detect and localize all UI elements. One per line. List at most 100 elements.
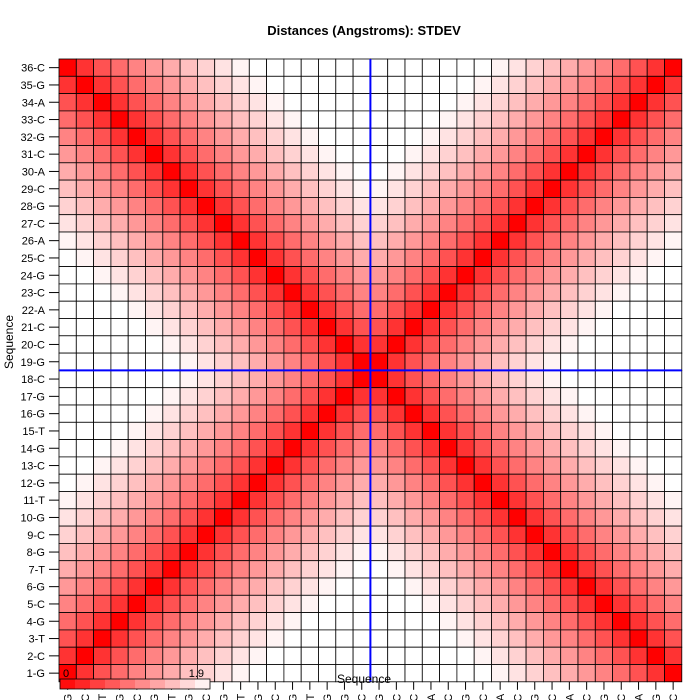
y-tick-labels: 36-C 35-G 34-A 33-C 32-G 31-C 30-A 29-C 28-G 27-C… (21, 63, 59, 680)
heatmap-cell (543, 594, 562, 613)
x-tick-label: 6-G (149, 694, 161, 700)
heatmap-cell (162, 404, 181, 423)
heatmap-cell (387, 629, 406, 648)
legend-swatch (90, 679, 106, 689)
heatmap-cell (318, 352, 337, 371)
heatmap-cell (421, 421, 440, 440)
heatmap-cell (266, 525, 285, 544)
heatmap-cell (127, 404, 146, 423)
heatmap-cell (145, 421, 164, 440)
heatmap-cell (352, 421, 371, 440)
heatmap-cell (387, 300, 406, 319)
heatmap-cell (231, 75, 250, 95)
heatmap-cell (300, 456, 319, 475)
heatmap-cell (646, 318, 665, 337)
heatmap-cell (421, 646, 440, 665)
heatmap-cell (58, 283, 77, 302)
heatmap-cell (196, 369, 216, 389)
heatmap-cell (145, 248, 164, 268)
heatmap-cell (491, 439, 510, 458)
heatmap-cell (352, 248, 371, 268)
heatmap-cell (231, 543, 250, 562)
heatmap-cell (629, 300, 648, 319)
heatmap-cell (612, 352, 631, 371)
heatmap-cell (646, 248, 665, 268)
heatmap-cell (300, 145, 319, 164)
heatmap-cell (283, 110, 302, 129)
heatmap-cell (421, 612, 440, 631)
heatmap-cell (214, 439, 233, 458)
heatmap-cell (335, 248, 354, 268)
heatmap-cell (404, 594, 423, 613)
heatmap-cell (456, 145, 475, 164)
heatmap-cell (110, 75, 129, 95)
heatmap-cell (300, 179, 319, 198)
heatmap-cell (456, 560, 475, 579)
heatmap-cell (577, 594, 596, 613)
heatmap-cell (525, 439, 544, 458)
heatmap-cell (93, 352, 112, 371)
heatmap-cell (196, 214, 216, 233)
heatmap-cell (283, 335, 302, 354)
heatmap-cell (525, 352, 544, 371)
heatmap-cell (387, 266, 406, 285)
heatmap-cell (196, 127, 216, 146)
heatmap-cell (110, 266, 129, 285)
heatmap-cell (162, 335, 181, 354)
heatmap-cell (491, 93, 510, 112)
heatmap-cell (491, 283, 510, 302)
heatmap-cell (335, 318, 354, 337)
heatmap-cell (110, 335, 129, 354)
heatmap-cell (612, 404, 631, 423)
heatmap-cell (629, 369, 648, 389)
heatmap-cell (179, 127, 198, 146)
heatmap-cell (664, 629, 683, 648)
heatmap-cell (196, 179, 216, 198)
heatmap-cell (214, 335, 233, 354)
heatmap-cell (127, 352, 146, 371)
heatmap-cell (646, 560, 665, 579)
heatmap-cell (93, 387, 112, 406)
x-tick-label: 27-C (512, 694, 524, 700)
heatmap-cell (439, 612, 458, 631)
heatmap-cell (335, 93, 354, 112)
heatmap-cell (421, 525, 440, 544)
heatmap-cell (525, 93, 544, 112)
heatmap-cell (646, 75, 665, 95)
heatmap-cell (283, 300, 302, 319)
heatmap-cell (318, 629, 337, 648)
heatmap-cell (612, 560, 631, 579)
heatmap-cell (508, 145, 527, 164)
heatmap-cell (300, 664, 319, 683)
heatmap-cell (560, 543, 579, 562)
heatmap-cell (179, 145, 198, 164)
heatmap-cell (214, 352, 233, 371)
heatmap-cell (577, 387, 596, 406)
heatmap-cell (231, 179, 250, 198)
heatmap-cell (404, 387, 423, 406)
heatmap-cell (283, 58, 302, 77)
heatmap-cell (456, 93, 475, 112)
heatmap-cell (612, 110, 631, 129)
heatmap-cell (612, 612, 631, 631)
heatmap-cell (231, 127, 250, 146)
heatmap-cell (283, 387, 302, 406)
heatmap-cell (369, 404, 389, 423)
y-tick-label: 14-G (21, 443, 45, 455)
heatmap-cell (629, 404, 648, 423)
heatmap-cell (491, 196, 510, 216)
heatmap-cell (93, 179, 112, 198)
heatmap-cell (58, 387, 77, 406)
heatmap-cell (629, 214, 648, 233)
heatmap-cell (335, 491, 354, 510)
heatmap-cell (214, 231, 233, 250)
heatmap-cell (543, 543, 562, 562)
heatmap-cell (196, 318, 216, 337)
heatmap-cell (543, 629, 562, 648)
heatmap-cell (508, 387, 527, 406)
heatmap-cell (93, 196, 112, 216)
heatmap-cell (196, 421, 216, 440)
heatmap-cell (387, 612, 406, 631)
heatmap-cell (352, 58, 371, 77)
heatmap-cell (214, 456, 233, 475)
